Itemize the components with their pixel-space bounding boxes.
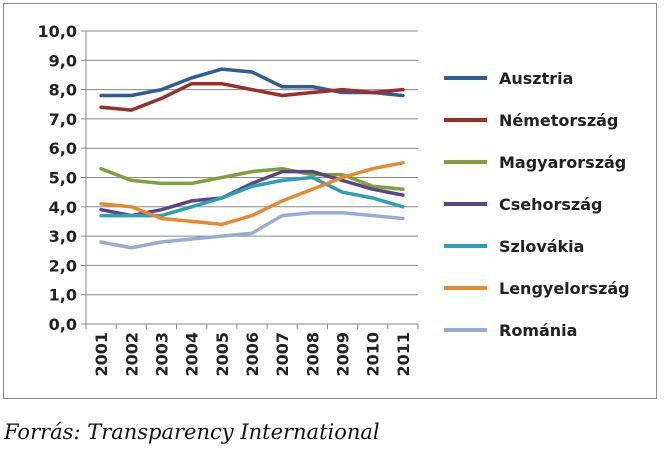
y-tick-label: 7,0	[49, 110, 77, 129]
y-tick-label: 5,0	[49, 169, 77, 188]
x-tick-label: 2004	[183, 332, 202, 377]
y-tick-label: 8,0	[49, 81, 77, 100]
y-tick-label: 4,0	[49, 198, 77, 217]
x-tick-label: 2002	[122, 332, 141, 377]
x-tick-label: 2008	[303, 332, 322, 377]
series-line-lengyelország	[99, 161, 405, 227]
x-tick-label: 2001	[92, 332, 111, 377]
series-line-ausztria	[99, 67, 405, 98]
series-line-csehország	[99, 169, 405, 218]
y-tick-label: 1,0	[49, 286, 77, 305]
legend-label: Szlovákia	[499, 237, 584, 256]
y-tick-label: 6,0	[49, 139, 77, 158]
legend-label: Ausztria	[499, 69, 573, 88]
x-tick-label: 2009	[334, 332, 353, 377]
legend-label: Magyarország	[499, 153, 626, 172]
y-tick-label: 3,0	[49, 227, 77, 246]
series-line-románia	[99, 210, 405, 250]
x-tick-label: 2006	[243, 332, 262, 377]
y-tick-label: 9,0	[49, 51, 77, 70]
x-tick-label: 2011	[394, 332, 413, 377]
series-line-németország	[99, 81, 405, 112]
legend-label: Lengyelország	[499, 279, 630, 298]
x-tick-label: 2003	[152, 332, 171, 377]
x-tick-label: 2005	[213, 332, 232, 377]
line-chart: 0,0 1,0 2,0 3,0 4,0 5,0 6,0 7,0 8,0 9,0 10,0 2001 20…	[38, 22, 630, 377]
chart-frame: 0,0 1,0 2,0 3,0 4,0 5,0 6,0 7,0 8,0 9,0 10,0 2001 20…	[3, 3, 657, 399]
y-tick-label: 0,0	[49, 315, 77, 334]
x-tick-label: 2007	[273, 332, 292, 377]
legend-label: Románia	[499, 321, 577, 340]
y-tick-label: 10,0	[38, 22, 77, 41]
x-tick-label: 2010	[364, 332, 383, 377]
source-caption: Forrás: Transparency International	[4, 420, 380, 444]
legend-label: Csehország	[499, 195, 602, 214]
legend-label: Németország	[499, 111, 618, 130]
y-tick-label: 2,0	[49, 256, 77, 275]
series-line-magyarország	[99, 166, 405, 191]
